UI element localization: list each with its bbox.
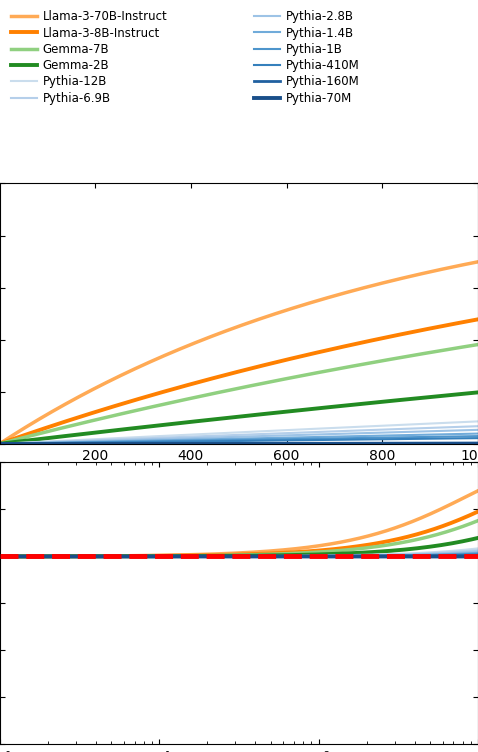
X-axis label: Number of trials (k): Number of trials (k)	[154, 468, 324, 484]
Legend: Pythia-2.8B, Pythia-1.4B, Pythia-1B, Pythia-410M, Pythia-160M, Pythia-70M: Pythia-2.8B, Pythia-1.4B, Pythia-1B, Pyt…	[254, 11, 360, 105]
